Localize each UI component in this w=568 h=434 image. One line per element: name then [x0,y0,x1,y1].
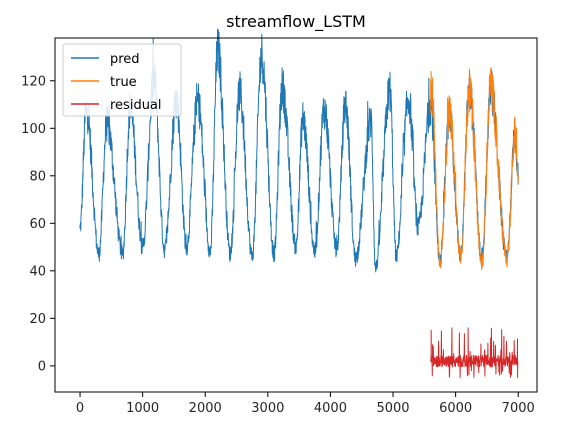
x-tick-label: 4000 [314,401,347,416]
legend-label-true: true [110,75,137,90]
x-tick-label: 1000 [126,401,159,416]
x-tick-label: 7000 [502,401,535,416]
x-tick-label: 2000 [189,401,222,416]
y-tick-label: 60 [29,217,46,232]
x-tick-label: 0 [76,401,84,416]
y-tick-label: 120 [21,74,46,89]
x-tick-label: 5000 [376,401,409,416]
x-tick-label: 6000 [439,401,472,416]
chart-title: streamflow_LSTM [226,12,366,32]
x-axis: 0 1000 2000 3000 4000 5000 6000 7000 [76,392,535,416]
plot-frame [54,37,538,393]
y-tick-label: 80 [29,169,46,184]
legend: pred true residual [62,43,182,117]
y-tick-label: 100 [21,122,46,137]
y-tick-label: 20 [29,312,46,327]
y-tick-label: 0 [38,359,46,374]
series-line-true [430,67,519,271]
series-line-residual [430,327,519,379]
legend-label-pred: pred [110,52,140,67]
x-tick-label: 3000 [251,401,284,416]
y-tick-label: 40 [29,264,46,279]
legend-box [62,43,182,117]
legend-label-residual: residual [110,98,162,113]
y-axis: 0 20 40 60 80 100 120 [21,74,55,374]
